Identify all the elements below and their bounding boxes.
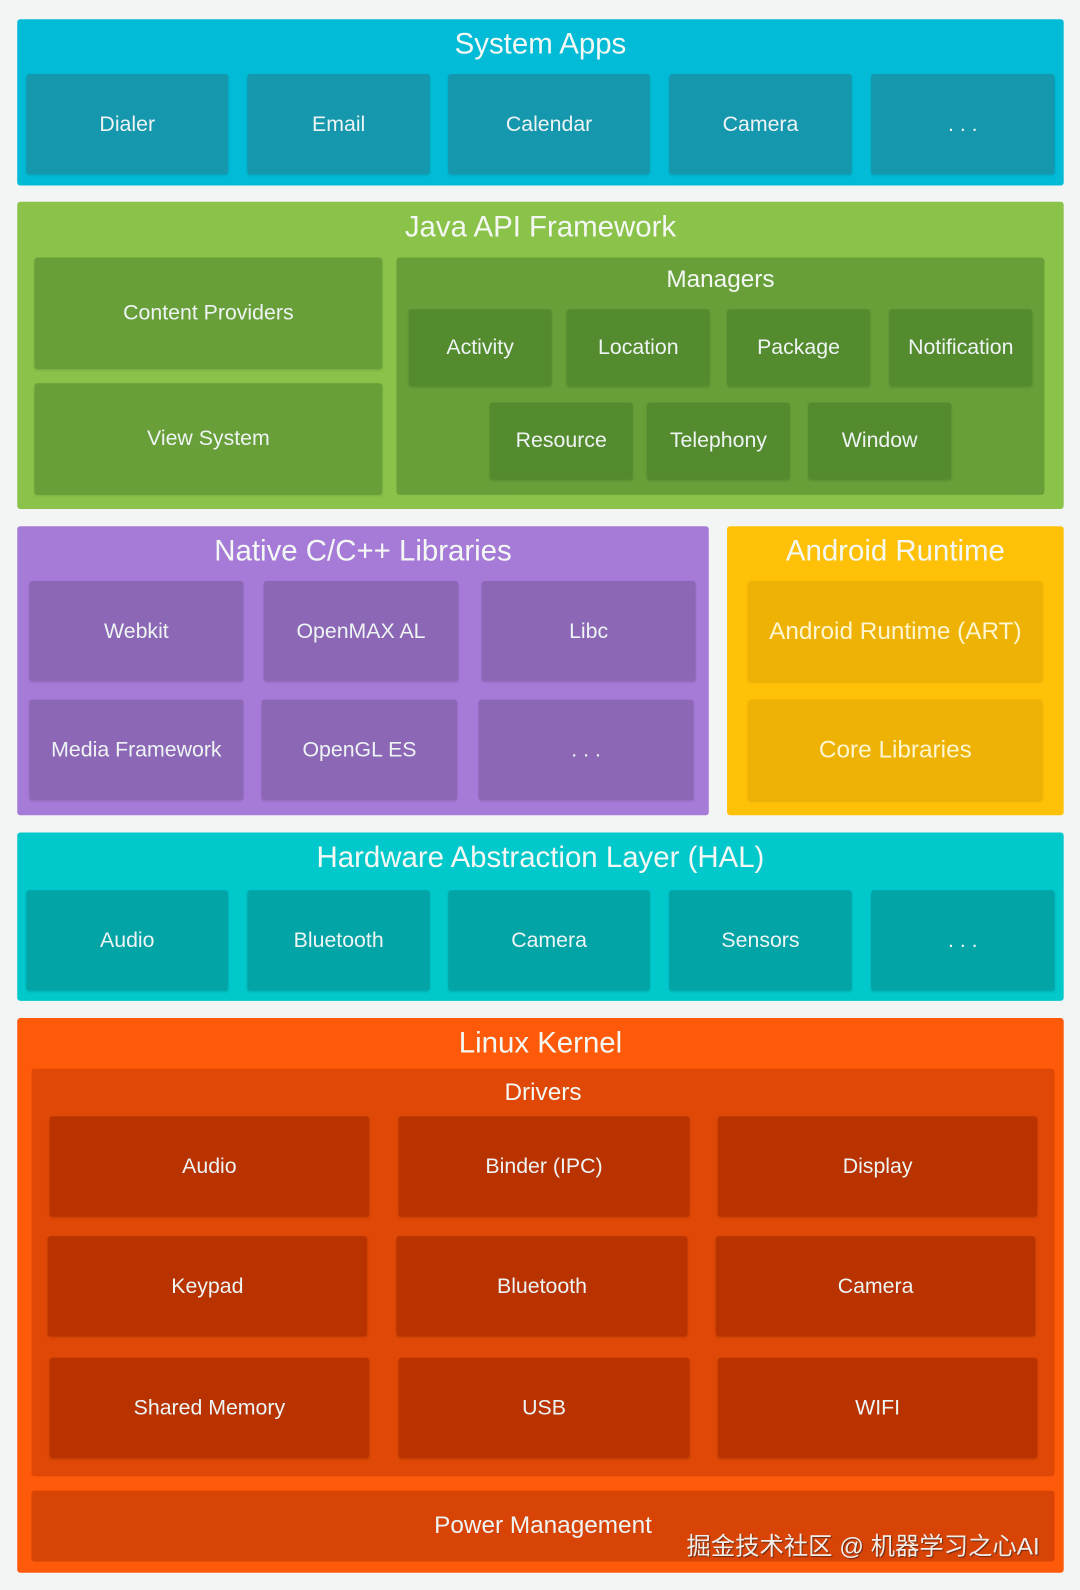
driver-2: Display [717, 1116, 1038, 1217]
linux-kernel-title: Linux Kernel [458, 1027, 623, 1060]
hal-title: Hardware Abstraction Layer (HAL) [316, 841, 765, 875]
driver-8: WIFI [717, 1357, 1038, 1459]
power-management: Power Management [31, 1490, 1055, 1562]
runtime-art: Android Runtime (ART) [748, 581, 1043, 682]
view-system: View System [34, 383, 383, 495]
hal-module-3: Sensors [669, 890, 852, 991]
runtime-core-libraries: Core Libraries [748, 699, 1043, 801]
manager-activity: Activity [408, 309, 552, 387]
driver-3: Keypad [47, 1236, 368, 1337]
content-providers: Content Providers [34, 257, 383, 370]
hal-module-0: Audio [26, 890, 229, 991]
native-lib-1: OpenMAX AL [263, 581, 459, 682]
system-app-0: Dialer [26, 74, 229, 175]
android-runtime-title: Android Runtime [785, 535, 1005, 568]
manager-notification: Notification [889, 309, 1033, 387]
native-lib-4: OpenGL ES [261, 699, 458, 801]
driver-7: USB [398, 1357, 690, 1459]
driver-4: Bluetooth [396, 1236, 688, 1337]
system-app-3: Camera [669, 74, 852, 175]
drivers-title: Drivers [504, 1078, 582, 1107]
native-lib-5: . . . [478, 699, 694, 801]
hal-module-4: . . . [871, 890, 1055, 991]
java-api-title: Java API Framework [404, 210, 677, 244]
driver-5: Camera [715, 1236, 1036, 1337]
native-lib-3: Media Framework [29, 699, 244, 801]
manager-telephony: Telephony [646, 402, 790, 480]
manager-resource: Resource [489, 402, 633, 480]
manager-window: Window [808, 402, 952, 480]
system-app-1: Email [247, 74, 430, 175]
system-app-2: Calendar [448, 74, 650, 175]
system-apps-title: System Apps [454, 28, 627, 61]
native-lib-0: Webkit [29, 581, 244, 682]
native-lib-2: Libc [481, 581, 696, 682]
system-app-4: . . . [871, 74, 1055, 175]
driver-1: Binder (IPC) [398, 1116, 690, 1217]
hal-module-1: Bluetooth [247, 890, 430, 991]
hal-module-2: Camera [448, 890, 650, 991]
manager-location: Location [566, 309, 710, 387]
driver-0: Audio [49, 1116, 370, 1217]
watermark: 掘金技术社区 @ 机器学习之心AI [686, 1533, 1040, 1561]
driver-6: Shared Memory [49, 1357, 370, 1459]
managers-title: Managers [666, 265, 775, 294]
native-libraries-title: Native C/C++ Libraries [214, 535, 512, 568]
manager-package: Package [727, 309, 871, 387]
